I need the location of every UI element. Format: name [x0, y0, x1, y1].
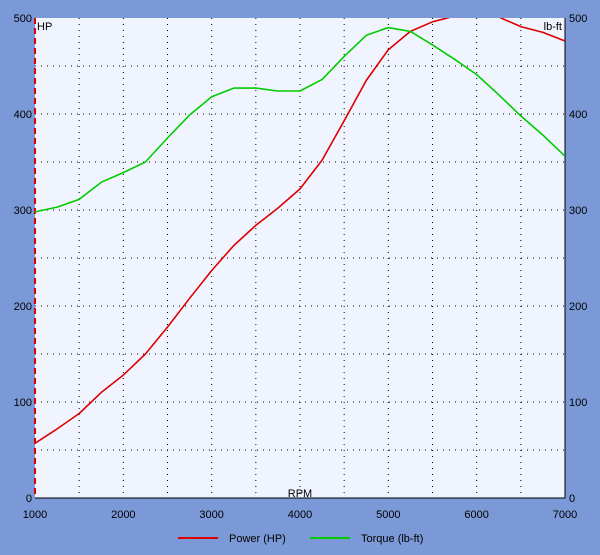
x-tick-label: 7000 [553, 509, 577, 521]
y-right-tick-label: 300 [569, 205, 587, 217]
legend-label-torque: Torque (lb-ft) [361, 533, 423, 545]
y-right-tick-label: 400 [569, 109, 587, 121]
y-left-tick-label: 0 [26, 493, 32, 505]
series-line-torque [35, 26, 565, 213]
series-line-power [35, 18, 565, 444]
y-right-tick-label: 500 [569, 13, 587, 25]
x-tick-label: 4000 [288, 509, 312, 521]
y-right-tick-label: 100 [569, 397, 587, 409]
y-axis-right-label: lb-ft [544, 21, 562, 33]
tick-labels: 1000 2000 3000 4000 5000 6000 7000010020030040… [14, 13, 588, 521]
x-tick-label: 1000 [23, 509, 47, 521]
grid-lines [35, 18, 565, 498]
legend-label-power: Power (HP) [229, 533, 286, 545]
y-right-tick-label: 200 [569, 301, 587, 313]
y-left-tick-label: 500 [14, 13, 32, 25]
y-left-tick-label: 200 [14, 301, 32, 313]
x-axis-label: RPM [288, 488, 312, 500]
y-left-tick-label: 100 [14, 397, 32, 409]
y-right-tick-label: 0 [569, 493, 575, 505]
x-tick-label: 2000 [111, 509, 135, 521]
x-tick-label: 6000 [464, 509, 488, 521]
y-left-tick-label: 300 [14, 205, 32, 217]
y-axis-left-label: HP [37, 21, 52, 33]
y-left-tick-label: 400 [14, 109, 32, 121]
series-layer [35, 18, 565, 444]
x-tick-label: 5000 [376, 509, 400, 521]
legend: Power (HP) Torque (lb-ft) [178, 533, 423, 545]
x-tick-label: 3000 [199, 509, 223, 521]
